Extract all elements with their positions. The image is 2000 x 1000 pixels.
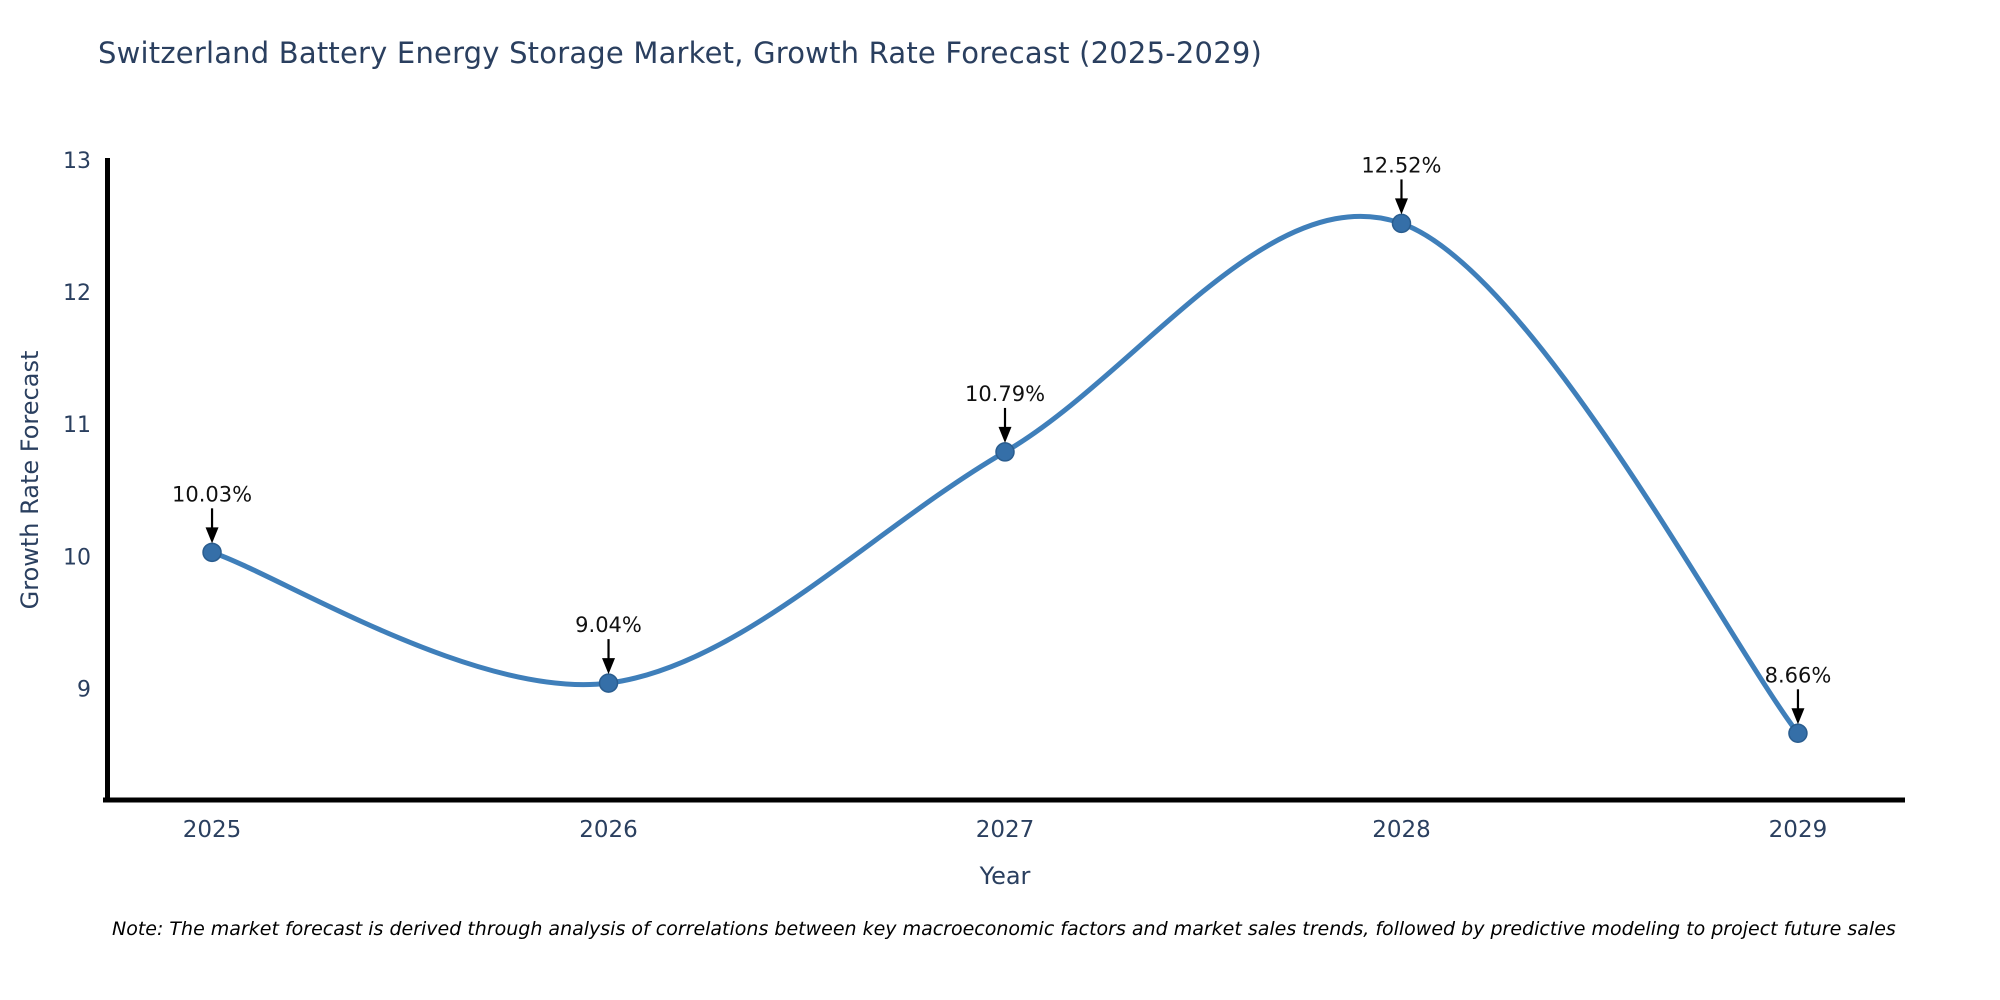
data-point-label: 12.52% xyxy=(1361,153,1441,177)
data-point-marker xyxy=(202,542,222,563)
y-tick-label: 11 xyxy=(63,413,91,438)
data-point-label: 9.04% xyxy=(575,613,642,637)
annotation-arrow-head xyxy=(1791,708,1805,725)
x-axis-title: Year xyxy=(979,862,1031,890)
data-point-marker xyxy=(995,442,1015,462)
footnote: Note: The market forecast is derived thr… xyxy=(112,918,1896,940)
x-tick-label: 2027 xyxy=(976,817,1035,843)
data-point-marker xyxy=(1391,213,1412,234)
y-tick-label: 10 xyxy=(63,545,91,570)
annotation-arrow-head xyxy=(602,658,616,675)
x-tick-label: 2029 xyxy=(1769,817,1828,843)
data-point-label: 10.03% xyxy=(172,482,252,506)
annotation-arrow-head xyxy=(205,527,219,544)
data-point-marker xyxy=(1788,723,1808,744)
x-tick-label: 2028 xyxy=(1372,817,1431,843)
data-point-label: 8.66% xyxy=(1765,663,1832,687)
y-tick-label: 13 xyxy=(63,149,91,174)
annotation-arrow-head xyxy=(998,426,1012,443)
x-tick-label: 2026 xyxy=(579,817,638,843)
x-tick-label: 2025 xyxy=(183,817,242,843)
y-tick-label: 12 xyxy=(63,281,91,306)
y-tick-label: 9 xyxy=(77,677,91,702)
data-point-label: 10.79% xyxy=(965,382,1045,406)
chart-title: Switzerland Battery Energy Storage Marke… xyxy=(98,36,1263,70)
data-point-marker xyxy=(598,673,619,693)
annotation-arrow-head xyxy=(1394,198,1408,215)
trend-line xyxy=(209,214,1801,736)
